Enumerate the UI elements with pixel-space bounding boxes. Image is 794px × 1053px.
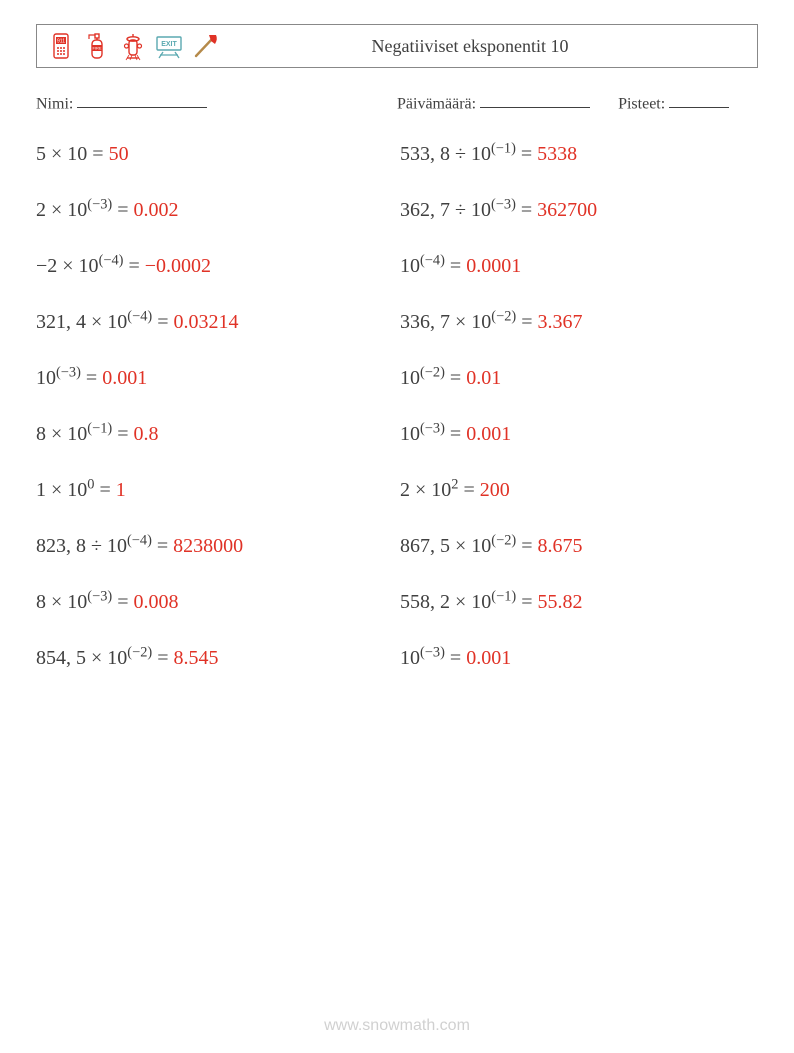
fire-extinguisher-icon: FIRE: [83, 31, 111, 61]
worksheet-title: Negatiiviset eksponentit 10: [219, 36, 741, 57]
answer: 5338: [537, 143, 577, 165]
answer: 0.001: [102, 367, 147, 389]
answer: 0.002: [133, 199, 178, 221]
answer: 50: [109, 143, 129, 165]
problem: −2 × 10(−4) = −0.0002: [36, 255, 394, 278]
answer: −0.0002: [145, 255, 211, 277]
exit-sign-icon: EXIT: [155, 31, 183, 61]
answer: 3.367: [537, 311, 582, 333]
icon-row: 911 FIRE EXIT: [47, 31, 219, 61]
answer: 0.03214: [173, 311, 238, 333]
answer: 200: [480, 479, 510, 501]
problem: 5 × 10 = 50: [36, 143, 394, 166]
problems-col-right: 533, 8 ÷ 10(−1) = 5338 362, 7 ÷ 10(−3) = …: [394, 143, 758, 670]
header-box: 911 FIRE EXIT Negatiiviset eksponentit 1…: [36, 24, 758, 68]
problems-col-left: 5 × 10 = 50 2 × 10(−3) = 0.002 −2 × 10(−4)…: [36, 143, 394, 670]
date-blank: [480, 94, 590, 108]
answer: 0.001: [466, 423, 511, 445]
name-blank: [77, 94, 207, 108]
problem: 336, 7 × 10(−2) = 3.367: [400, 311, 758, 334]
problem: 362, 7 ÷ 10(−3) = 362700: [400, 199, 758, 222]
problem: 1 × 100 = 1: [36, 479, 394, 502]
info-row: Nimi: Päivämäärä: Pisteet:: [36, 94, 758, 113]
problem: 10(−3) = 0.001: [400, 423, 758, 446]
problem: 8 × 10(−1) = 0.8: [36, 423, 394, 446]
problem: 558, 2 × 10(−1) = 55.82: [400, 591, 758, 614]
fire-hydrant-icon: [119, 31, 147, 61]
problem: 823, 8 ÷ 10(−4) = 8238000: [36, 535, 394, 558]
fire-axe-icon: [191, 31, 219, 61]
problem: 10(−3) = 0.001: [36, 367, 394, 390]
answer: 0.8: [133, 423, 158, 445]
answer: 0.0001: [466, 255, 521, 277]
svg-text:EXIT: EXIT: [161, 41, 177, 48]
problem: 854, 5 × 10(−2) = 8.545: [36, 647, 394, 670]
name-label: Nimi:: [36, 95, 73, 112]
problem: 2 × 10(−3) = 0.002: [36, 199, 394, 222]
problem: 533, 8 ÷ 10(−1) = 5338: [400, 143, 758, 166]
phone-911-icon: 911: [47, 31, 75, 61]
problem: 10(−2) = 0.01: [400, 367, 758, 390]
problem: 867, 5 × 10(−2) = 8.675: [400, 535, 758, 558]
problem: 10(−3) = 0.001: [400, 647, 758, 670]
answer: 55.82: [537, 591, 582, 613]
answer: 0.008: [133, 591, 178, 613]
score-label: Pisteet:: [618, 95, 665, 112]
svg-text:911: 911: [57, 39, 65, 45]
svg-text:FIRE: FIRE: [92, 46, 101, 51]
answer: 362700: [537, 199, 597, 221]
answer: 1: [116, 479, 126, 501]
answer: 8.545: [173, 647, 218, 669]
problems-grid: 5 × 10 = 50 2 × 10(−3) = 0.002 −2 × 10(−4)…: [36, 143, 758, 670]
answer: 8.675: [537, 535, 582, 557]
date-label: Päivämäärä:: [397, 95, 476, 112]
problem: 2 × 102 = 200: [400, 479, 758, 502]
answer: 0.001: [466, 647, 511, 669]
answer: 8238000: [173, 535, 243, 557]
score-blank: [669, 94, 729, 108]
problem: 8 × 10(−3) = 0.008: [36, 591, 394, 614]
watermark: www.snowmath.com: [0, 1017, 794, 1035]
problem: 321, 4 × 10(−4) = 0.03214: [36, 311, 394, 334]
problem: 10(−4) = 0.0001: [400, 255, 758, 278]
answer: 0.01: [466, 367, 501, 389]
